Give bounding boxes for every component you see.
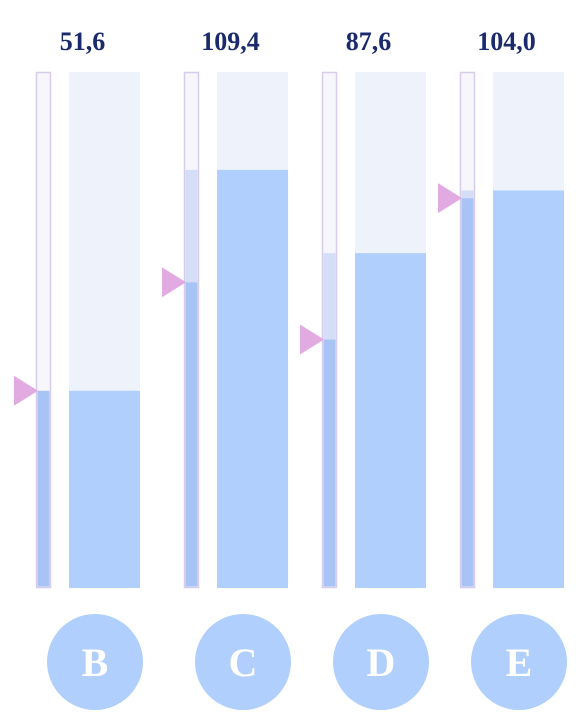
thin-bar-level-e xyxy=(461,198,474,587)
thin-bar-range-d xyxy=(323,253,336,340)
value-label-b: 51,6 xyxy=(60,27,106,56)
bar-b xyxy=(69,390,140,588)
badge-d xyxy=(333,614,429,710)
badge-c xyxy=(195,614,291,710)
thin-bar-range-e xyxy=(461,190,474,199)
bar-e xyxy=(493,190,564,588)
thin-bar-level-d xyxy=(323,339,336,587)
badge-b xyxy=(47,614,143,710)
bar-c xyxy=(217,169,288,589)
category-label-c: C xyxy=(229,640,258,685)
category-label-d: D xyxy=(367,640,396,685)
value-label-e: 104,0 xyxy=(477,27,536,56)
value-label-c: 109,4 xyxy=(201,27,260,56)
category-label-e: E xyxy=(506,640,533,685)
category-label-b: B xyxy=(82,640,109,685)
thin-bar-level-b xyxy=(37,390,50,587)
thin-bar-range-c xyxy=(185,169,198,283)
marker-d xyxy=(300,324,324,355)
value-label-d: 87,6 xyxy=(346,27,392,56)
badge-e xyxy=(471,614,567,710)
marker-e xyxy=(438,183,462,214)
marker-b xyxy=(14,375,38,406)
thin-bar-level-c xyxy=(185,282,198,587)
marker-c xyxy=(162,267,186,298)
bar-d xyxy=(355,253,426,588)
